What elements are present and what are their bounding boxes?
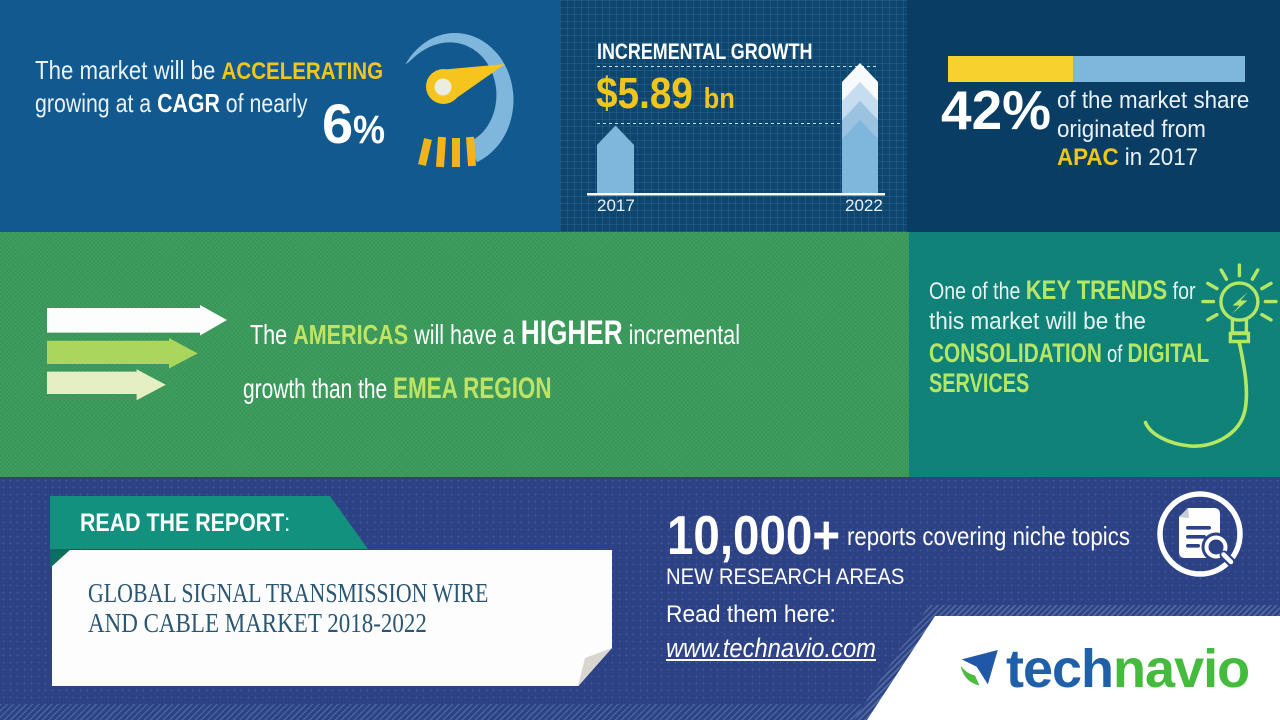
svg-text:technavio: technavio: [1006, 639, 1249, 699]
svg-text:2017: 2017: [597, 196, 635, 215]
svg-text:2022: 2022: [845, 196, 883, 215]
